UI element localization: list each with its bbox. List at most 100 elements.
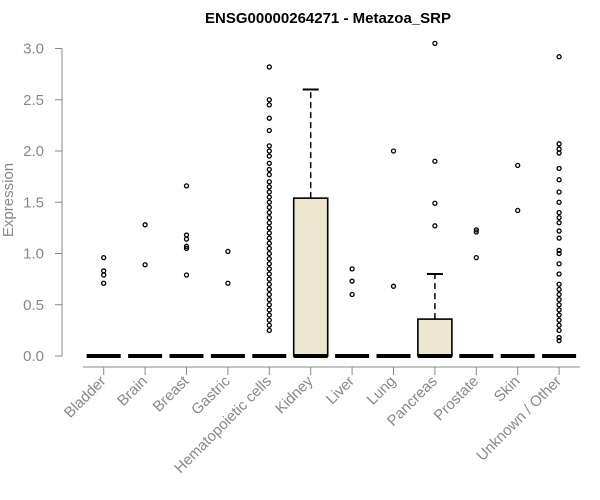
outlier-point bbox=[266, 327, 272, 334]
box-10 bbox=[500, 162, 535, 358]
box-0 bbox=[86, 254, 121, 358]
outlier-point bbox=[556, 281, 562, 287]
y-tick-label: 0.0 bbox=[23, 348, 44, 365]
outlier-point bbox=[266, 194, 272, 200]
outlier-point bbox=[266, 102, 272, 108]
outlier-point bbox=[556, 307, 562, 313]
outlier-point bbox=[556, 296, 562, 303]
outlier-point bbox=[101, 254, 107, 261]
outlier-point bbox=[266, 307, 272, 313]
outlier-point bbox=[556, 54, 562, 60]
outlier-point bbox=[473, 254, 479, 261]
outlier-point bbox=[266, 184, 272, 190]
box-6 bbox=[335, 266, 370, 358]
outlier-point bbox=[432, 40, 438, 47]
x-tick-label: Skin bbox=[491, 373, 524, 406]
outlier-point bbox=[515, 207, 521, 214]
outlier-point bbox=[225, 248, 231, 255]
outlier-point bbox=[225, 280, 231, 286]
y-axis: 0.0 0.5 1.0 1.5 2.0 2.5 3.0 bbox=[23, 41, 63, 365]
outlier-point bbox=[266, 153, 272, 159]
outlier-point bbox=[556, 199, 562, 205]
outlier-point bbox=[266, 225, 272, 231]
outlier-point bbox=[266, 296, 272, 303]
outlier-point bbox=[266, 209, 272, 216]
outlier-point bbox=[266, 235, 272, 241]
outlier-point bbox=[266, 317, 272, 323]
outlier-point bbox=[556, 247, 562, 254]
outlier-point bbox=[183, 232, 190, 238]
chart-title: ENSG00000264271 - Metazoa_SRP bbox=[205, 10, 451, 27]
outlier-point bbox=[556, 271, 562, 277]
y-tick-label: 2.5 bbox=[23, 92, 44, 109]
outlier-point bbox=[556, 312, 562, 318]
outlier-point bbox=[556, 235, 562, 241]
outlier-point bbox=[390, 283, 397, 289]
outlier-point bbox=[266, 97, 272, 103]
outlier-point bbox=[556, 286, 562, 293]
x-tick-label: Liver bbox=[323, 373, 358, 408]
outlier-point bbox=[266, 271, 272, 277]
outlier-point bbox=[266, 143, 272, 149]
outlier-point bbox=[266, 302, 272, 308]
outlier-point bbox=[556, 177, 562, 183]
outlier-point bbox=[473, 227, 479, 233]
outlier-point bbox=[556, 302, 562, 308]
outlier-point bbox=[432, 158, 438, 164]
outlier-point bbox=[266, 255, 272, 262]
outlier-point bbox=[266, 171, 272, 178]
outlier-point bbox=[556, 165, 562, 172]
outlier-point bbox=[473, 229, 479, 235]
outlier-point bbox=[266, 281, 272, 287]
box-4 bbox=[252, 64, 287, 358]
outlier-point bbox=[266, 160, 272, 166]
outlier-point bbox=[556, 337, 562, 344]
outlier-point bbox=[266, 245, 272, 252]
outlier-point bbox=[266, 250, 272, 257]
outlier-point bbox=[101, 272, 107, 278]
outlier-point bbox=[556, 250, 562, 257]
outlier-point bbox=[266, 166, 272, 173]
outlier-point bbox=[266, 240, 272, 246]
outlier-point bbox=[349, 278, 355, 284]
x-tick-label: Prostate bbox=[431, 373, 483, 425]
outlier-point bbox=[556, 322, 562, 328]
outlier-point bbox=[556, 228, 562, 234]
outlier-point bbox=[101, 268, 107, 274]
outlier-point bbox=[556, 214, 562, 221]
box-11 bbox=[542, 54, 577, 358]
outlier-point bbox=[266, 312, 272, 318]
outlier-point bbox=[266, 276, 272, 282]
outlier-point bbox=[142, 222, 148, 228]
outlier-point bbox=[432, 223, 438, 229]
outlier-point bbox=[556, 209, 562, 216]
x-tick-label: Lung bbox=[364, 373, 400, 409]
y-tick-label: 2.0 bbox=[23, 143, 44, 160]
outlier-point bbox=[556, 327, 562, 334]
outlier-point bbox=[266, 148, 272, 154]
outlier-point bbox=[266, 199, 272, 205]
outlier-point bbox=[349, 291, 355, 298]
outlier-point bbox=[266, 204, 272, 211]
outlier-point bbox=[266, 266, 272, 272]
outlier-point bbox=[266, 230, 272, 236]
box-5 bbox=[292, 88, 329, 358]
box-body bbox=[417, 318, 453, 357]
x-tick-label: Breast bbox=[150, 372, 193, 415]
x-tick-label: Brain bbox=[114, 373, 151, 410]
outlier-point bbox=[266, 64, 272, 70]
outlier-point bbox=[556, 261, 562, 267]
outlier-point bbox=[266, 322, 272, 328]
outlier-point bbox=[266, 127, 272, 134]
outlier-point bbox=[556, 291, 562, 298]
y-tick-label: 1.5 bbox=[23, 194, 44, 211]
box-3 bbox=[210, 248, 245, 358]
outlier-point bbox=[556, 141, 562, 147]
outlier-point bbox=[101, 280, 107, 286]
box-body bbox=[292, 197, 329, 357]
outlier-point bbox=[349, 266, 355, 272]
outlier-point bbox=[556, 220, 562, 226]
outlier-point bbox=[556, 189, 562, 195]
outlier-point bbox=[266, 214, 272, 221]
